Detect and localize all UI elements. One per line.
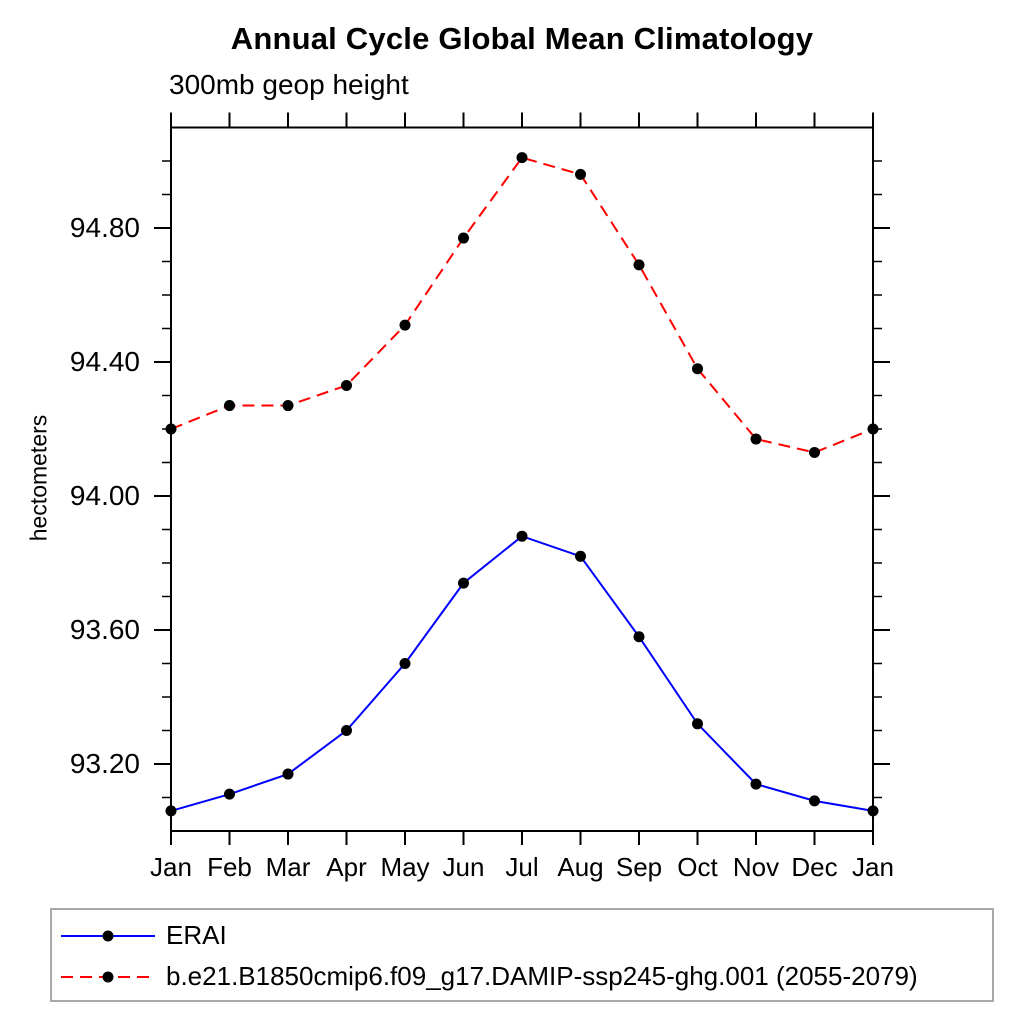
legend-item-model: b.e21.B1850cmip6.f09_g17.DAMIP-ssp245-gh… [52, 956, 992, 997]
chart-title: Annual Cycle Global Mean Climatology [230, 21, 814, 56]
legend-label-model: b.e21.B1850cmip6.f09_g17.DAMIP-ssp245-gh… [166, 961, 918, 991]
x-tick-label: Mar [265, 852, 311, 882]
y-axis-ticks [154, 160, 890, 799]
legend: ERAI b.e21.B1850cmip6.f09_g17.DAMIP-ssp2… [50, 908, 994, 1002]
x-tick-label: May [380, 852, 430, 882]
y-tick-label: 94.80 [69, 212, 140, 243]
x-tick-label: Aug [557, 852, 604, 882]
data-point-markers [165, 152, 879, 817]
x-tick-label: Jan [150, 852, 192, 882]
legend-item-erai: ERAI [52, 915, 992, 956]
y-tick-label: 94.00 [69, 480, 140, 511]
y-tick-label: 94.40 [69, 346, 140, 377]
x-tick-label: Jul [505, 852, 539, 882]
chart-subtitle: 300mb geop height [169, 69, 409, 100]
solid-line-sample-icon [61, 930, 155, 941]
x-tick-label: Feb [207, 852, 252, 882]
x-tick-label: Jun [442, 852, 485, 882]
series-line-1 [170, 156, 874, 454]
series-line-0 [170, 535, 874, 812]
y-tick-label: 93.20 [69, 748, 140, 779]
x-axis-ticks [170, 112, 874, 845]
x-tick-label: Nov [732, 852, 780, 882]
y-tick-label: 93.60 [69, 614, 140, 645]
x-tick-label: Sep [615, 852, 663, 882]
plot-frame [170, 126, 874, 832]
x-tick-label: Apr [326, 852, 367, 882]
x-tick-label: Dec [791, 852, 838, 882]
x-tick-label: Jan [852, 852, 894, 882]
dashed-line-sample-icon [61, 971, 155, 982]
x-tick-label: Oct [677, 852, 718, 882]
legend-label-erai: ERAI [166, 920, 227, 950]
